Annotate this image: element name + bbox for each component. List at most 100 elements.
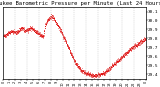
Point xyxy=(41,34,44,36)
Point xyxy=(124,55,127,56)
Point xyxy=(129,50,131,51)
Point xyxy=(131,47,133,49)
Point xyxy=(135,45,137,47)
Point xyxy=(138,44,141,46)
Point xyxy=(94,73,97,75)
Point xyxy=(27,31,29,32)
Point xyxy=(22,26,25,28)
Point xyxy=(124,52,127,54)
Point xyxy=(72,58,75,59)
Point xyxy=(32,27,35,29)
Point xyxy=(138,41,141,42)
Point xyxy=(58,27,60,28)
Point xyxy=(26,29,29,30)
Point xyxy=(128,51,130,52)
Point xyxy=(23,29,25,30)
Point xyxy=(143,37,145,39)
Point xyxy=(103,74,106,75)
Point xyxy=(109,68,111,70)
Point xyxy=(94,75,97,76)
Point xyxy=(50,17,53,18)
Point xyxy=(90,75,92,76)
Point xyxy=(36,30,38,31)
Point xyxy=(100,73,103,75)
Point xyxy=(18,29,21,30)
Point xyxy=(131,48,133,49)
Point xyxy=(101,72,104,74)
Point xyxy=(85,74,88,75)
Point xyxy=(32,30,35,31)
Point xyxy=(109,67,112,68)
Point xyxy=(55,21,57,23)
Point xyxy=(102,75,105,76)
Point xyxy=(98,73,101,74)
Point xyxy=(35,33,38,34)
Point xyxy=(82,70,84,72)
Point xyxy=(73,59,76,61)
Point xyxy=(75,65,77,66)
Point xyxy=(28,27,31,29)
Point xyxy=(3,33,5,35)
Point xyxy=(71,56,74,57)
Point xyxy=(87,73,90,75)
Point xyxy=(45,22,48,24)
Point xyxy=(92,75,95,76)
Point xyxy=(8,30,10,32)
Point xyxy=(80,68,83,69)
Point xyxy=(96,73,99,75)
Point xyxy=(109,67,112,68)
Point xyxy=(94,76,96,77)
Point xyxy=(96,74,98,76)
Point xyxy=(30,26,33,27)
Point xyxy=(33,30,36,31)
Point xyxy=(132,47,135,48)
Point xyxy=(104,72,107,73)
Point xyxy=(93,75,95,76)
Point xyxy=(29,27,31,29)
Point xyxy=(124,54,126,56)
Point xyxy=(127,49,130,51)
Point xyxy=(30,26,33,27)
Point xyxy=(32,29,34,30)
Point xyxy=(72,57,75,59)
Point xyxy=(54,20,56,22)
Point xyxy=(28,28,30,29)
Point xyxy=(70,54,73,55)
Point xyxy=(133,45,136,47)
Point xyxy=(61,34,64,35)
Point xyxy=(28,28,30,29)
Point xyxy=(47,18,49,20)
Point xyxy=(112,65,114,67)
Point xyxy=(86,74,89,75)
Point xyxy=(21,27,23,28)
Point xyxy=(45,21,48,22)
Point xyxy=(70,54,72,56)
Point xyxy=(123,53,126,54)
Point xyxy=(59,29,61,30)
Point xyxy=(44,24,47,26)
Point xyxy=(81,70,84,71)
Point xyxy=(116,60,118,62)
Point xyxy=(118,59,120,61)
Point xyxy=(72,57,74,58)
Point xyxy=(79,67,81,69)
Point xyxy=(31,28,34,29)
Point xyxy=(11,31,13,32)
Point xyxy=(74,60,76,61)
Point xyxy=(74,59,76,61)
Point xyxy=(21,29,24,30)
Point xyxy=(123,56,125,57)
Point xyxy=(7,30,9,31)
Point xyxy=(127,51,130,53)
Point xyxy=(51,15,54,16)
Point xyxy=(25,29,28,30)
Point xyxy=(13,32,16,33)
Point xyxy=(15,33,17,34)
Point xyxy=(31,27,34,28)
Point xyxy=(67,48,70,49)
Point xyxy=(38,31,40,32)
Point xyxy=(118,58,120,60)
Point xyxy=(31,26,33,27)
Point xyxy=(76,63,79,65)
Point xyxy=(53,19,55,20)
